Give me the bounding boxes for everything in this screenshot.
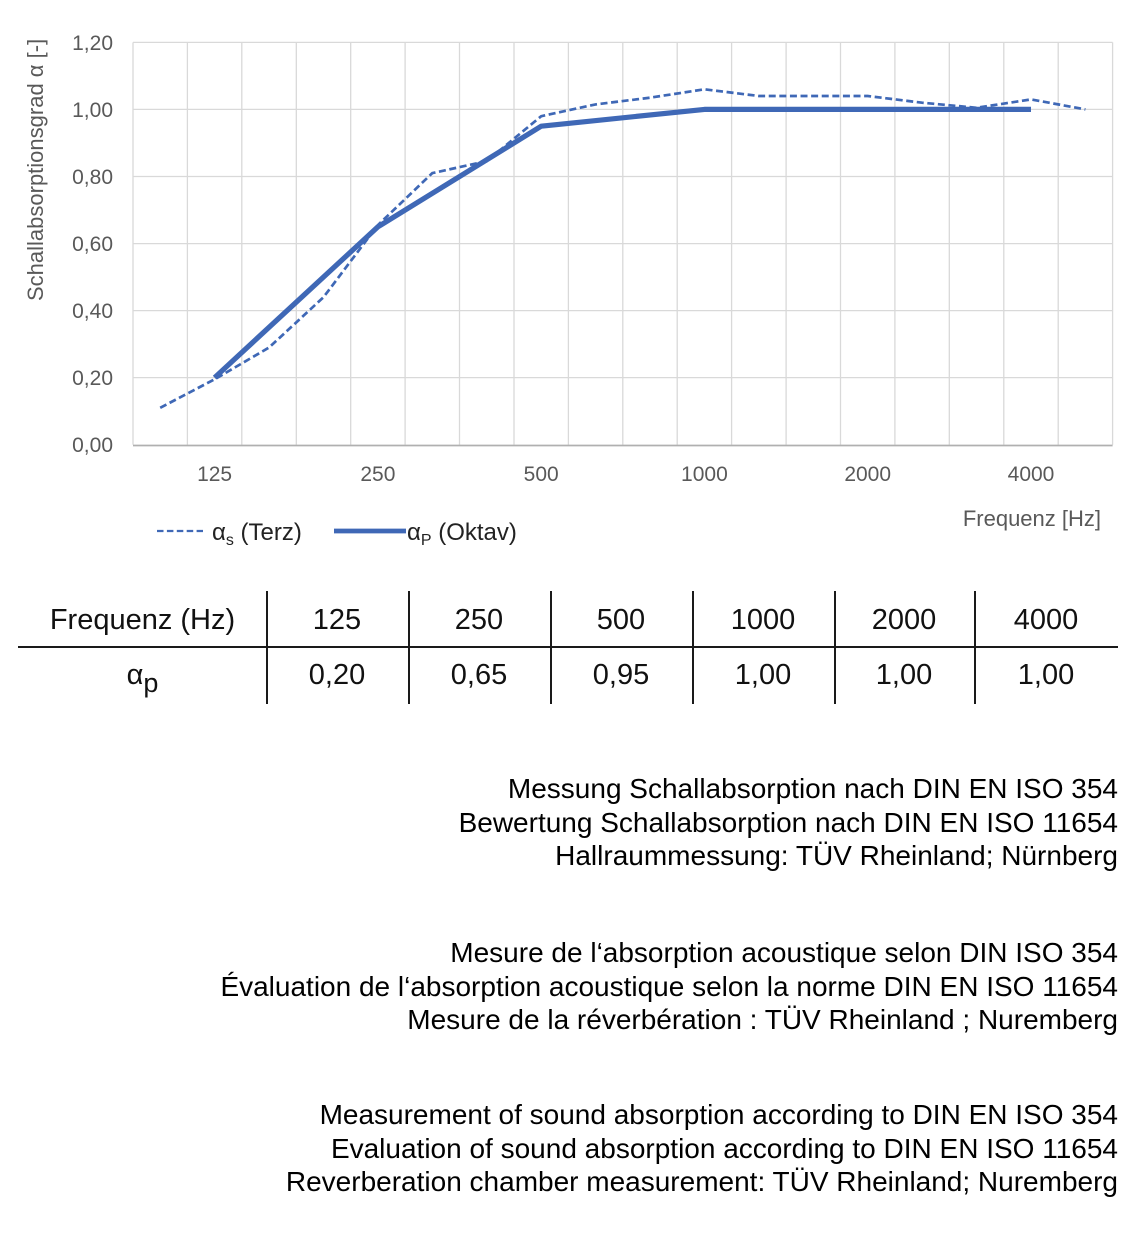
svg-text:0,40: 0,40 [72,300,113,323]
svg-text:1,20: 1,20 [72,32,113,55]
svg-text:αs (Terz): αs (Terz) [212,519,302,549]
svg-text:1000: 1000 [681,463,728,486]
svg-text:0,00: 0,00 [72,434,113,457]
svg-text:0,80: 0,80 [72,166,113,189]
svg-text:1,00: 1,00 [72,99,113,122]
svg-text:Schallabsorptionsgrad α [-]: Schallabsorptionsgrad α [-] [23,39,48,301]
svg-text:4000: 4000 [1008,463,1055,486]
svg-text:0,60: 0,60 [72,233,113,256]
svg-text:Frequenz [Hz]: Frequenz [Hz] [963,506,1101,531]
svg-text:500: 500 [524,463,559,486]
svg-text:2000: 2000 [844,463,891,486]
svg-text:0,20: 0,20 [72,367,113,390]
svg-text:αP (Oktav): αP (Oktav) [407,519,517,549]
svg-text:250: 250 [360,463,395,486]
svg-text:125: 125 [197,463,232,486]
